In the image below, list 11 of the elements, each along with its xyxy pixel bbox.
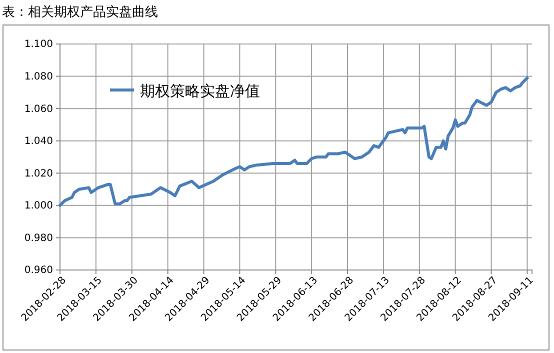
y-tick-label: 1.060 [24,104,53,115]
y-tick-label: 1.040 [24,136,53,148]
y-tick-label: 1.020 [24,168,53,180]
y-tick-label: 0.960 [24,265,53,276]
y-tick-label: 1.080 [24,71,53,82]
y-tick-label: 0.980 [24,232,53,244]
y-tick-label: 1.100 [24,39,53,50]
y-tick-label: 1.000 [24,200,53,212]
chart-title: 表：相关期权产品实盘曲线 [2,5,158,20]
line-series [58,76,529,207]
legend-label: 期权策略实盘净值 [140,82,260,100]
